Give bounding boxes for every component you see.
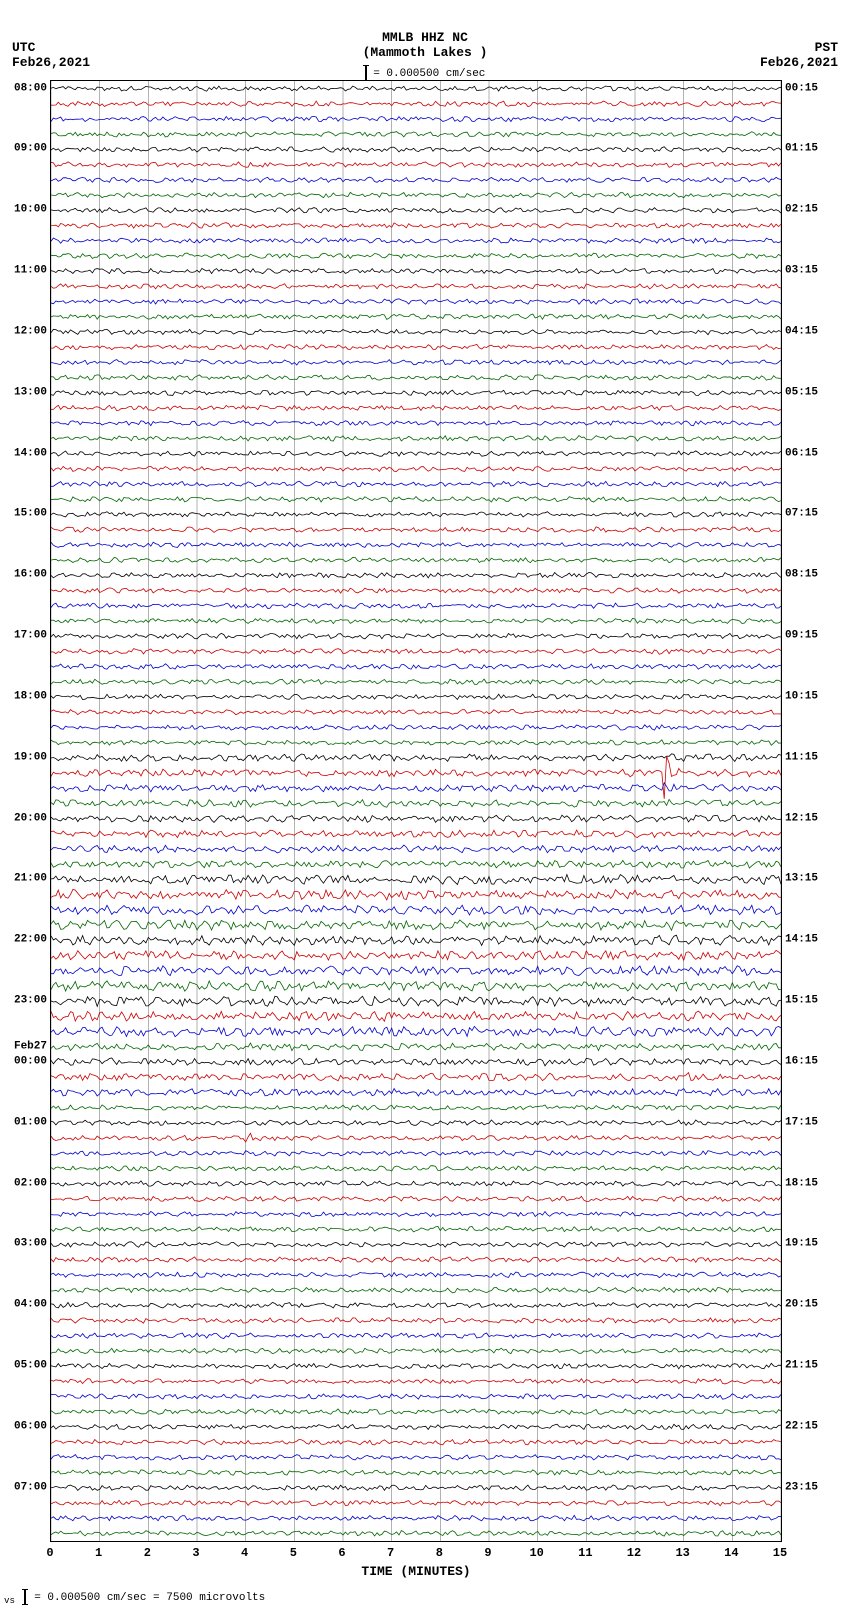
seismogram-plot: 08:0009:0010:0011:0012:0013:0014:0015:00… [50, 80, 782, 1542]
pst-label: 03:15 [785, 266, 818, 277]
utc-label: 03:00 [14, 1239, 47, 1250]
utc-label: 10:00 [14, 205, 47, 216]
utc-label: 19:00 [14, 752, 47, 763]
utc-label: 02:00 [14, 1178, 47, 1189]
utc-label: 21:00 [14, 874, 47, 885]
pst-label: 15:15 [785, 996, 818, 1007]
pst-label: 09:15 [785, 631, 818, 642]
x-axis-title: TIME (MINUTES) [50, 1564, 782, 1579]
seismogram-svg [51, 81, 781, 1541]
utc-label: 15:00 [14, 509, 47, 520]
utc-label: 01:00 [14, 1117, 47, 1128]
pst-label: 04:15 [785, 326, 818, 337]
x-tick: 13 [675, 1546, 689, 1560]
x-tick: 10 [529, 1546, 543, 1560]
scale-info: = 0.000500 cm/sec [0, 66, 850, 80]
utc-label: 22:00 [14, 935, 47, 946]
x-tick: 5 [290, 1546, 297, 1560]
x-tick: 15 [773, 1546, 787, 1560]
utc-label: 05:00 [14, 1361, 47, 1372]
footer-scale: vs = 0.000500 cm/sec = 7500 microvolts [0, 1582, 850, 1614]
x-tick: 2 [144, 1546, 151, 1560]
utc-label: 07:00 [14, 1482, 47, 1493]
header-center: MMLB HHZ NC (Mammoth Lakes ) [0, 30, 850, 60]
tz-right: PST [760, 40, 838, 55]
utc-label: Feb27 [14, 1041, 47, 1052]
x-axis: 0123456789101112131415 TIME (MINUTES) [50, 1542, 782, 1582]
x-tick: 3 [192, 1546, 199, 1560]
x-tick: 9 [484, 1546, 491, 1560]
utc-label: 16:00 [14, 570, 47, 581]
pst-label: 00:15 [785, 83, 818, 94]
pst-label: 11:15 [785, 752, 818, 763]
x-tick: 1 [95, 1546, 102, 1560]
utc-label: 17:00 [14, 631, 47, 642]
pst-label: 18:15 [785, 1178, 818, 1189]
pst-label: 12:15 [785, 813, 818, 824]
date-right: Feb26,2021 [760, 55, 838, 70]
pst-label: 20:15 [785, 1300, 818, 1311]
pst-label: 23:15 [785, 1482, 818, 1493]
x-tick: 14 [724, 1546, 738, 1560]
pst-label: 13:15 [785, 874, 818, 885]
utc-label: 08:00 [14, 83, 47, 94]
pst-label: 16:15 [785, 1056, 818, 1067]
utc-label: 09:00 [14, 144, 47, 155]
pst-label: 19:15 [785, 1239, 818, 1250]
utc-label: 06:00 [14, 1421, 47, 1432]
utc-label: 20:00 [14, 813, 47, 824]
utc-label: 12:00 [14, 326, 47, 337]
utc-label: 04:00 [14, 1300, 47, 1311]
utc-label: 18:00 [14, 691, 47, 702]
pst-label: 07:15 [785, 509, 818, 520]
x-tick: 0 [46, 1546, 53, 1560]
x-tick: 8 [436, 1546, 443, 1560]
pst-label: 14:15 [785, 935, 818, 946]
station-code: MMLB HHZ NC [0, 30, 850, 45]
pst-label: 08:15 [785, 570, 818, 581]
utc-label: 13:00 [14, 387, 47, 398]
utc-label: 11:00 [14, 266, 47, 277]
utc-label: 00:00 [14, 1056, 47, 1067]
x-tick: 6 [338, 1546, 345, 1560]
x-tick: 4 [241, 1546, 248, 1560]
pst-label: 01:15 [785, 144, 818, 155]
pst-label: 05:15 [785, 387, 818, 398]
scale-text: = 0.000500 cm/sec [373, 68, 485, 80]
header: UTC Feb26,2021 MMLB HHZ NC (Mammoth Lake… [0, 0, 850, 80]
pst-label: 10:15 [785, 691, 818, 702]
x-tick: 12 [627, 1546, 641, 1560]
utc-label: 14:00 [14, 448, 47, 459]
header-right: PST Feb26,2021 [760, 40, 838, 70]
x-tick: 7 [387, 1546, 394, 1560]
pst-label: 06:15 [785, 448, 818, 459]
station-location: (Mammoth Lakes ) [0, 45, 850, 60]
x-tick: 11 [578, 1546, 592, 1560]
pst-label: 02:15 [785, 205, 818, 216]
footer-text: = 0.000500 cm/sec = 7500 microvolts [34, 1592, 265, 1604]
pst-label: 22:15 [785, 1421, 818, 1432]
utc-label: 23:00 [14, 996, 47, 1007]
pst-label: 17:15 [785, 1117, 818, 1128]
pst-label: 21:15 [785, 1361, 818, 1372]
